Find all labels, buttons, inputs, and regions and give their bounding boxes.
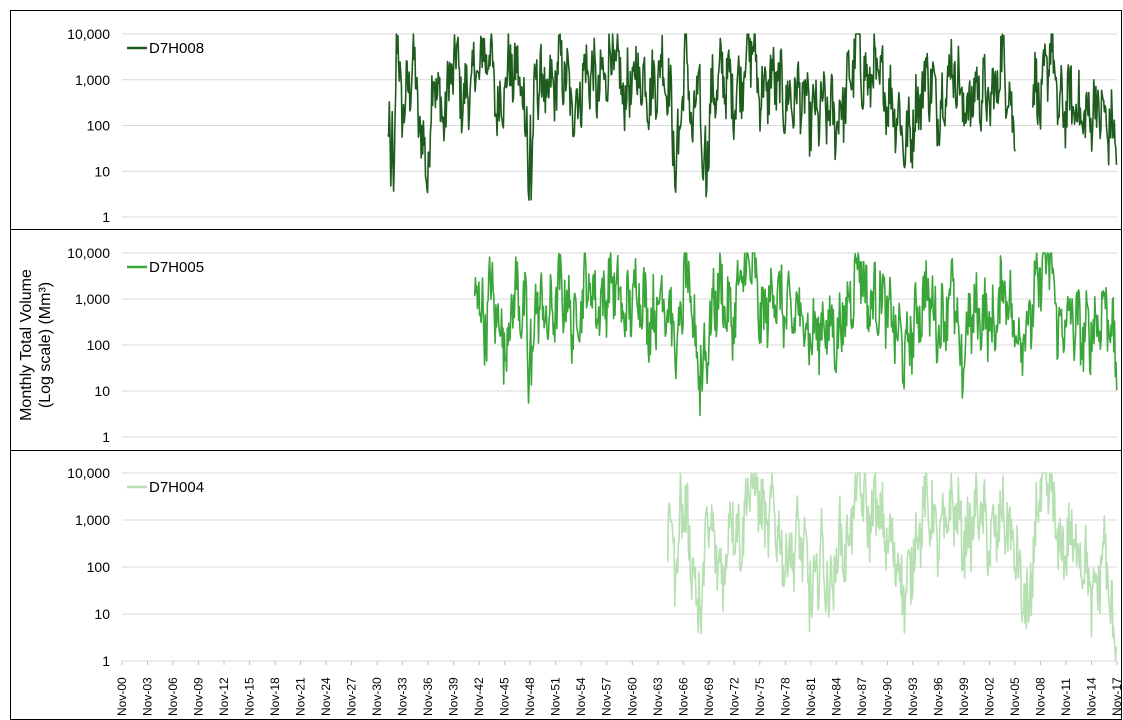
x-tick-label: Nov-27 bbox=[345, 677, 359, 716]
y-tick-label: 10 bbox=[94, 383, 110, 399]
x-tick-label: Nov-60 bbox=[625, 677, 639, 716]
x-tick-label: Nov-75 bbox=[753, 677, 767, 716]
x-tick-label: Nov-18 bbox=[268, 677, 282, 716]
x-tick-label: Nov-57 bbox=[600, 677, 614, 716]
x-tick-label: Nov-02 bbox=[982, 677, 996, 716]
x-tick-label: Nov-78 bbox=[778, 677, 792, 716]
panel-D7H005: 1 10 100 1,000 10,000 D7H005 bbox=[10, 229, 1122, 451]
x-tick-label: Nov-93 bbox=[906, 677, 920, 716]
x-tick-label: Nov-06 bbox=[166, 677, 180, 716]
x-tick-label: Nov-03 bbox=[141, 677, 155, 716]
x-tick-label: Nov-72 bbox=[727, 677, 741, 716]
x-tick-label: Nov-81 bbox=[804, 677, 818, 716]
x-tick-label: Nov-36 bbox=[421, 677, 435, 716]
x-tick-label: Nov-63 bbox=[651, 677, 665, 716]
x-tick-label: Nov-30 bbox=[370, 677, 384, 716]
series-line-D7H008 bbox=[387, 33, 1118, 201]
x-tick-label: Nov-24 bbox=[319, 677, 333, 716]
x-tick-label: Nov-33 bbox=[396, 677, 410, 716]
series-line-D7H004 bbox=[666, 472, 1118, 662]
x-tick-label: Nov-12 bbox=[217, 677, 231, 716]
y-axis-label-line1: Monthly Total Volume bbox=[18, 269, 35, 421]
x-tick-label: Nov-05 bbox=[1008, 677, 1022, 716]
x-tick-label: Nov-08 bbox=[1034, 677, 1048, 716]
x-tick-label: Nov-11 bbox=[1059, 678, 1073, 716]
y-axis-label-line2: (Log scale) (Mm³) bbox=[37, 282, 54, 408]
y-tick-label: 1 bbox=[102, 209, 110, 225]
y-tick-label: 100 bbox=[87, 337, 111, 353]
y-tick-label: 10,000 bbox=[67, 26, 110, 42]
x-tick-label: Nov-66 bbox=[676, 677, 690, 716]
x-tick-label: Nov-87 bbox=[855, 677, 869, 716]
x-tick-label: Nov-84 bbox=[829, 677, 843, 716]
chart-panels: 1 10 100 1,000 10,000 D7H008 1 10 100 1,000 10,000… bbox=[10, 10, 1122, 720]
legend-label: D7H004 bbox=[149, 479, 204, 496]
y-tick-label: 10,000 bbox=[67, 465, 110, 481]
x-tick-label: Nov-14 bbox=[1085, 677, 1099, 716]
x-tick-label: Nov-45 bbox=[498, 677, 512, 716]
y-tick-label: 10 bbox=[94, 606, 110, 622]
y-tick-label: 1,000 bbox=[75, 512, 110, 528]
legend-label: D7H005 bbox=[149, 259, 204, 276]
x-tick-label: Nov-51 bbox=[549, 677, 563, 716]
x-tick-label: Nov-90 bbox=[880, 677, 894, 716]
x-axis: Nov-00 Nov-03 Nov-06 Nov-09 Nov-12 Nov-15 Nov-… bbox=[115, 660, 1123, 716]
y-tick-label: 1 bbox=[102, 429, 110, 445]
x-tick-label: Nov-09 bbox=[192, 677, 206, 716]
y-tick-label: 1,000 bbox=[75, 72, 110, 88]
x-tick-label: Nov-21 bbox=[294, 677, 308, 716]
x-tick-label: Nov-39 bbox=[447, 677, 461, 716]
x-tick-label: Nov-69 bbox=[702, 677, 716, 716]
x-tick-label: Nov-99 bbox=[957, 677, 971, 716]
y-tick-label: 100 bbox=[87, 559, 111, 575]
x-tick-label: Nov-42 bbox=[472, 677, 486, 716]
y-tick-label: 1 bbox=[102, 653, 110, 669]
y-tick-label: 10,000 bbox=[67, 245, 110, 261]
y-tick-label: 10 bbox=[94, 163, 110, 179]
panel-D7H008: 1 10 100 1,000 10,000 D7H008 bbox=[10, 10, 1122, 230]
x-tick-label: Nov-17 bbox=[1110, 677, 1123, 716]
x-tick-label: Nov-54 bbox=[574, 677, 588, 716]
y-tick-label: 100 bbox=[87, 118, 111, 134]
x-tick-label: Nov-15 bbox=[243, 677, 257, 716]
x-tick-label: Nov-00 bbox=[115, 677, 129, 716]
legend-label: D7H008 bbox=[149, 40, 204, 57]
x-tick-label: Nov-48 bbox=[523, 677, 537, 716]
y-tick-label: 1,000 bbox=[75, 291, 110, 307]
series-line-D7H005 bbox=[473, 252, 1118, 417]
x-tick-label: Nov-96 bbox=[931, 677, 945, 716]
